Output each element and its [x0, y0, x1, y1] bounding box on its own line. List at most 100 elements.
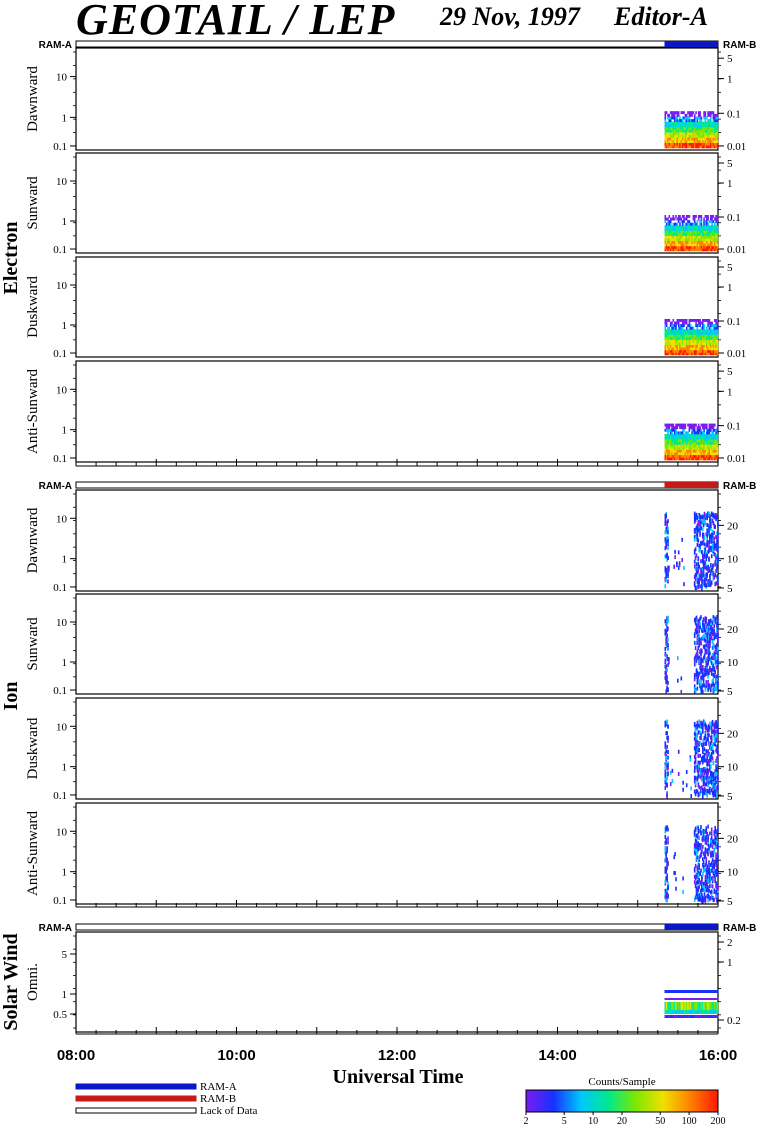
spectrogram-cell	[702, 998, 704, 1000]
spectrogram-cell	[685, 145, 688, 149]
spectrogram-cell	[702, 238, 704, 241]
spectrogram-cell	[692, 319, 695, 322]
spectrogram-cell	[693, 583, 696, 588]
spectrogram-cell	[710, 342, 712, 345]
spectrogram-cell	[672, 140, 675, 143]
spectrogram-cell	[702, 457, 704, 461]
spectrogram-cell	[667, 132, 669, 136]
spectrogram-cell	[679, 352, 681, 356]
spectrogram-cell	[685, 342, 688, 345]
spectrogram-cell	[696, 649, 699, 654]
spectrogram-cell	[702, 515, 705, 520]
spectrogram-cell	[687, 439, 689, 443]
spectrogram-cell	[707, 352, 709, 356]
spectrogram-cell	[699, 134, 701, 138]
right-tick-label: 0.01	[727, 453, 746, 465]
spectrogram-cell	[704, 767, 707, 771]
spectrogram-cell	[708, 844, 710, 849]
spectrogram-cell	[684, 245, 687, 249]
spectrogram-cell	[694, 776, 697, 781]
spectrogram-cell	[664, 324, 667, 327]
spectrogram-cell	[699, 352, 701, 356]
spectrogram-cell	[696, 680, 699, 685]
spectrogram-cell	[664, 215, 667, 218]
spectrogram-cell	[716, 127, 719, 130]
spectrogram-cell	[705, 871, 708, 876]
spectrogram-cell	[707, 579, 709, 583]
spectrogram-cell	[675, 225, 677, 229]
spectrogram-cell	[714, 319, 716, 322]
spectrogram-cell	[675, 1015, 677, 1018]
spectrogram-cell	[707, 431, 709, 435]
spectrogram-cell	[704, 998, 707, 1000]
spectrogram-cell	[710, 238, 712, 241]
spectrogram-cell	[706, 444, 708, 448]
spectrogram-cell	[687, 457, 689, 461]
spectrogram-cell	[689, 248, 692, 252]
spectrogram-cell	[695, 530, 698, 535]
spectrogram-cell	[709, 575, 711, 580]
spectrogram-cell	[667, 565, 669, 570]
spectrogram-cell	[689, 225, 692, 229]
spectrogram-cell	[695, 553, 698, 558]
spectrogram-cell	[691, 140, 693, 143]
spectrogram-cell	[716, 349, 719, 353]
spectrogram-cell	[671, 352, 673, 356]
spectrogram-cell	[665, 127, 668, 130]
spectrogram-cell	[708, 220, 711, 223]
spectrogram-cell	[707, 837, 709, 842]
spectrogram-cell	[679, 140, 681, 143]
spectrogram-cell	[703, 990, 705, 993]
spectrogram-cell	[710, 625, 712, 630]
spectrogram-cell	[683, 352, 685, 356]
spectrogram-cell	[683, 990, 685, 993]
spectrogram-cell	[675, 127, 677, 130]
spectrogram-cell	[696, 825, 699, 830]
spectrogram-cell	[710, 554, 713, 559]
spectrogram-cell	[667, 556, 669, 560]
spectrogram-cell	[696, 436, 699, 440]
spectrogram-cell	[666, 538, 668, 543]
spectrogram-cell	[708, 728, 710, 732]
spectrogram-cell	[684, 127, 687, 130]
spectrogram-cell	[714, 331, 716, 335]
right-tick-label: 5	[727, 158, 733, 170]
spectrogram-cell	[715, 733, 717, 738]
spectrogram-cell	[677, 127, 680, 130]
spectrogram-cell	[685, 217, 688, 221]
spectrogram-cell	[692, 227, 695, 231]
spectrogram-cell	[665, 890, 667, 895]
spectrogram-cell	[688, 1015, 691, 1018]
spectrogram-cell	[695, 121, 697, 125]
spectrogram-cell	[679, 142, 681, 146]
spectrogram-cell	[708, 349, 711, 353]
spectrogram-cell	[689, 240, 692, 244]
spectrogram-cell	[672, 457, 675, 461]
spectrogram-cell	[683, 1010, 685, 1014]
spectrogram-cell	[714, 790, 716, 795]
spectrogram-cell	[702, 127, 704, 130]
spectrogram-cell	[698, 730, 700, 735]
spectrogram-cell	[665, 897, 667, 902]
spectrogram-cell	[697, 566, 700, 570]
spectrogram-cell	[664, 891, 667, 896]
spectrogram-cell	[682, 890, 684, 895]
spectrogram-cell	[710, 121, 712, 125]
spectrogram-cell	[710, 876, 712, 881]
spectrogram-cell	[709, 775, 711, 780]
spectrogram-cell	[710, 636, 713, 641]
spectrogram-cell	[667, 998, 669, 1000]
spectrogram-cell	[708, 227, 711, 231]
spectrogram-cell	[697, 217, 700, 221]
panel-frame	[75, 931, 719, 1033]
spectrogram-cell	[671, 1015, 673, 1018]
spectrogram-cell	[701, 628, 703, 633]
spectrogram-cell	[666, 628, 668, 632]
spectrogram-cell	[704, 853, 707, 858]
spectrogram-cell	[665, 749, 667, 754]
spectrogram-cell	[699, 145, 701, 149]
spectrogram-cell	[674, 555, 676, 560]
spectrogram-cell	[716, 785, 718, 790]
spectrogram-cell	[675, 452, 677, 456]
spectrogram-cell	[672, 124, 675, 128]
